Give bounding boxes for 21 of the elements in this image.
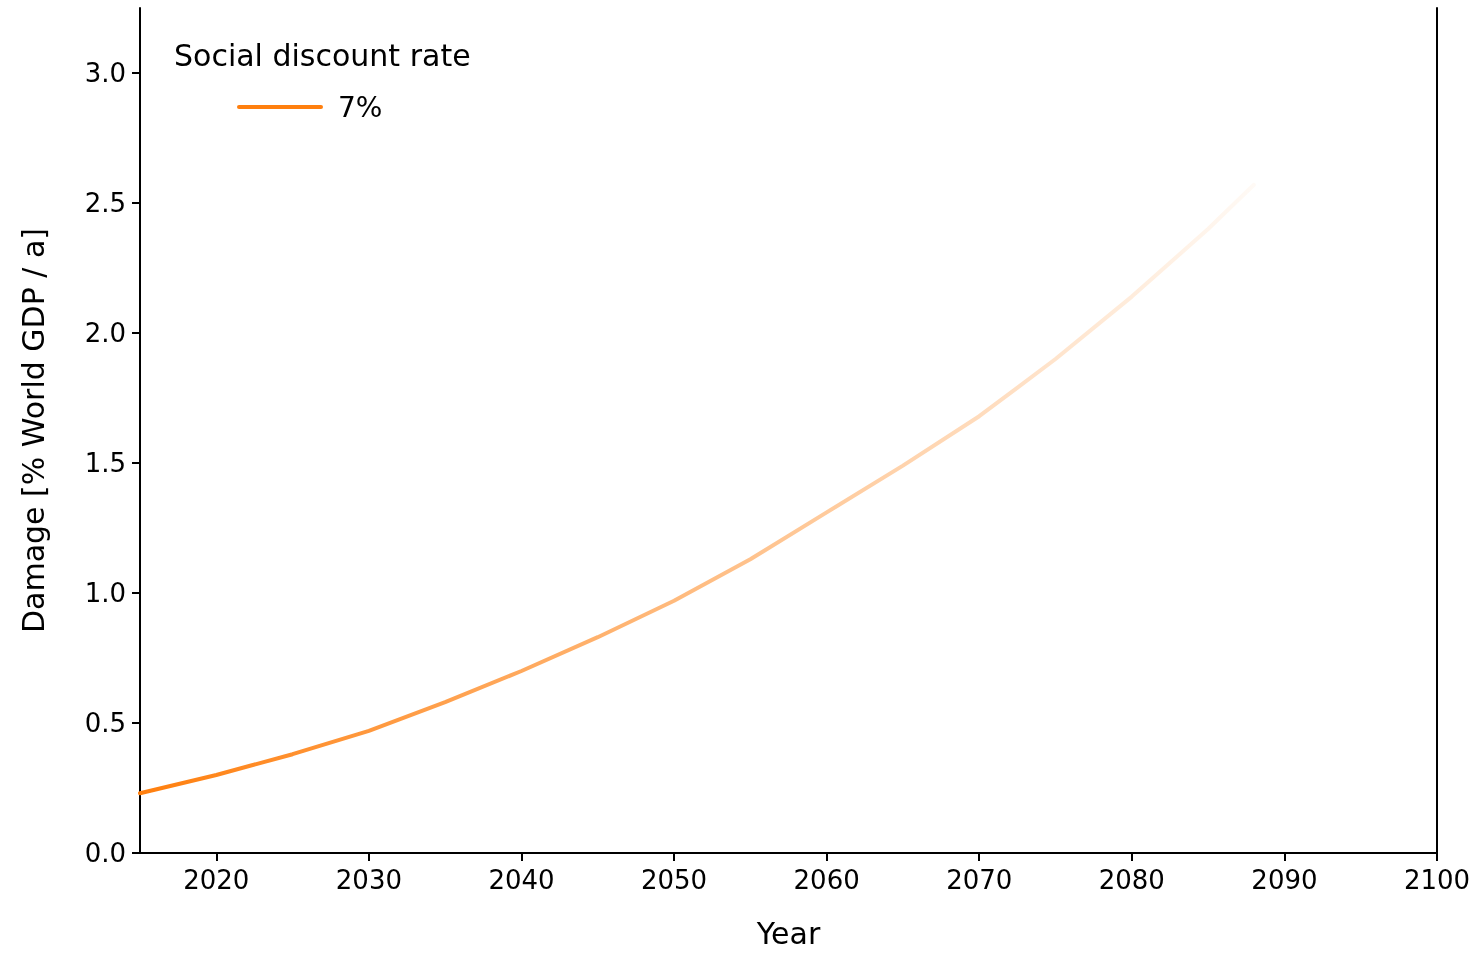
x-tick-label: 2020: [183, 865, 250, 895]
x-tick-label: 2060: [793, 865, 860, 895]
y-tick-label: 3.0: [84, 58, 126, 88]
x-tick-label: 2080: [1098, 865, 1165, 895]
text: 7%: [338, 90, 383, 124]
y-tick-label: 0.0: [84, 838, 126, 868]
x-tick-label: 2050: [640, 865, 708, 895]
legend-title: Social discount rate: [174, 37, 471, 73]
y-tick-label: 1.0: [84, 578, 126, 608]
x-tick-label: 2040: [488, 865, 555, 895]
y-axis-title: Damage [% World GDP / a]: [15, 227, 51, 634]
y-tick-label: 1.5: [84, 448, 126, 478]
x-tick-label: 2030: [335, 865, 402, 895]
x-axis-title: Year: [755, 915, 821, 951]
x-tick-label: 2070: [946, 865, 1013, 895]
y-tick-label: 2.0: [84, 318, 126, 348]
line-series: [138, 182, 1256, 796]
x-tick-label: 2100: [1403, 865, 1471, 895]
x-tick-label: 2090: [1251, 865, 1318, 895]
y-tick-label: 2.5: [84, 188, 126, 218]
y-tick-label: 0.5: [84, 708, 126, 738]
